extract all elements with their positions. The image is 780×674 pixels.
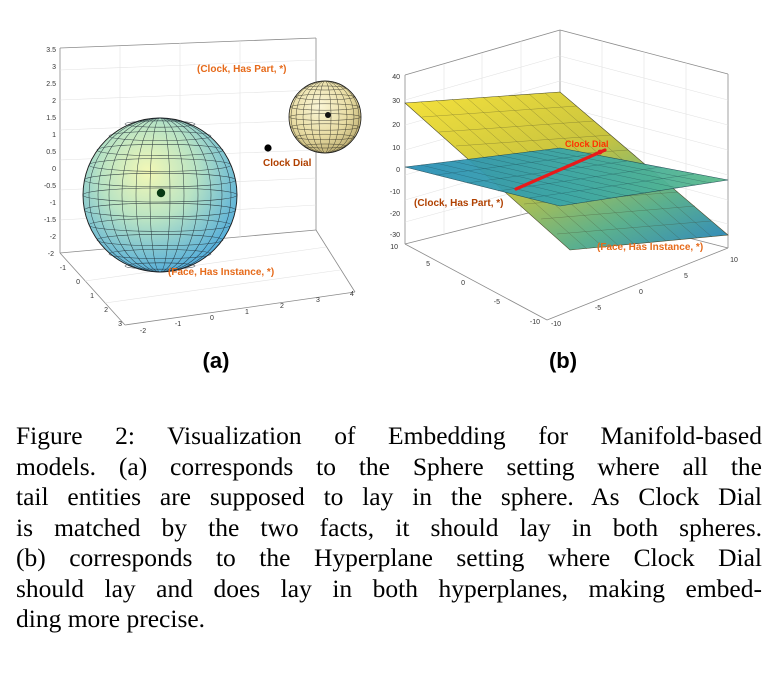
face-has-instance-sphere xyxy=(82,117,238,273)
tick-label: -30 xyxy=(390,232,400,239)
tick-label: -10 xyxy=(390,189,400,196)
tick-label: -2 xyxy=(50,234,56,241)
tick-label: 0.5 xyxy=(46,149,56,156)
tick-label: -5 xyxy=(595,305,601,312)
face-has-instance-label: (Face, Has Instance, *) xyxy=(168,267,274,278)
tick-label: 1 xyxy=(245,309,249,316)
caption-line: is matched by the two facts, it should l… xyxy=(16,512,762,542)
tick-label: 2 xyxy=(104,307,108,314)
panel-b-y-ticks: 10 5 0 -5 -10 xyxy=(390,244,540,326)
tick-label: 20 xyxy=(392,122,400,129)
tick-label: 10 xyxy=(730,257,738,264)
tick-label: 3 xyxy=(118,321,122,328)
caption-line: should lay and does lay in both hyperpla… xyxy=(16,573,762,603)
panel-b-x-ticks: -10 -5 0 5 10 xyxy=(551,257,738,328)
tick-label: -2 xyxy=(140,328,146,335)
face-sphere-center xyxy=(156,188,166,198)
tick-label: -5 xyxy=(494,299,500,306)
tick-label: -20 xyxy=(390,211,400,218)
tick-label: 4 xyxy=(350,291,354,298)
panel-b-z-ticks: 40 30 20 10 0 -10 -20 -30 xyxy=(390,74,400,239)
caption-line: (b) corresponds to the Hyperplane settin… xyxy=(16,543,762,572)
tick-label: 40 xyxy=(392,74,400,81)
tick-label: -1 xyxy=(50,200,56,207)
tick-label: 10 xyxy=(392,145,400,152)
tick-label: -1.5 xyxy=(44,217,56,224)
panel-a-y-ticks: -2 -1 0 1 2 3 xyxy=(48,251,122,328)
tick-label: 2 xyxy=(52,98,56,105)
tick-label: 30 xyxy=(392,98,400,105)
panel-b-label: (b) xyxy=(549,348,577,373)
figure-caption: Figure 2: Visualization of Embedding for… xyxy=(16,421,762,635)
caption-line: Figure 2: Visualization of Embedding for… xyxy=(16,421,762,450)
tick-label: 0 xyxy=(639,289,643,296)
clock-sphere-center xyxy=(325,112,331,118)
tick-label: -10 xyxy=(530,319,540,326)
tick-label: 1.5 xyxy=(46,115,56,122)
clock-dial-label-b: Clock Dial xyxy=(565,139,609,149)
tick-label: 3.5 xyxy=(46,47,56,54)
clock-has-part-sphere xyxy=(288,80,362,154)
tick-label: 3 xyxy=(52,64,56,71)
tick-label: 10 xyxy=(390,244,398,251)
face-has-instance-label-b: (Face, Has Instance, *) xyxy=(597,242,703,253)
tick-label: -2 xyxy=(48,251,54,258)
tick-label: 0 xyxy=(76,279,80,286)
tick-label: -0.5 xyxy=(44,183,56,190)
clock-has-part-label: (Clock, Has Part, *) xyxy=(197,64,286,75)
caption-line: ding more precise. xyxy=(16,604,206,633)
tick-label: 2.5 xyxy=(46,81,56,88)
tick-label: 0 xyxy=(52,166,56,173)
tick-label: 3 xyxy=(316,297,320,304)
tick-label: 0 xyxy=(396,167,400,174)
clock-has-part-label-b: (Clock, Has Part, *) xyxy=(414,198,503,209)
tick-label: 1 xyxy=(52,132,56,139)
panel-a-label: (a) xyxy=(203,348,230,373)
tick-label: 2 xyxy=(280,303,284,310)
panel-a-x-ticks: -2 -1 0 1 2 3 4 xyxy=(140,291,354,335)
caption-line: models. (a) corresponds to the Sphere se… xyxy=(16,451,762,481)
tick-label: 5 xyxy=(684,273,688,280)
panel-a: 3.5 3 2.5 2 1.5 1 0.5 0 -0.5 -1 -1.5 -2 … xyxy=(44,37,362,373)
tick-label: -1 xyxy=(175,321,181,328)
face-has-instance-hyperplane xyxy=(404,147,729,207)
tick-label: 0 xyxy=(461,280,465,287)
tick-label: 0 xyxy=(210,315,214,322)
tick-label: 5 xyxy=(426,261,430,268)
panel-a-z-ticks: 3.5 3 2.5 2 1.5 1 0.5 0 -0.5 -1 -1.5 -2 xyxy=(44,47,56,241)
clock-dial-label: Clock Dial xyxy=(263,158,312,169)
figure-2: 3.5 3 2.5 2 1.5 1 0.5 0 -0.5 -1 -1.5 -2 … xyxy=(44,29,738,373)
tick-label: 1 xyxy=(90,293,94,300)
intersection-line xyxy=(514,148,607,191)
tick-label: -10 xyxy=(551,321,561,328)
panel-b: 40 30 20 10 0 -10 -20 -30 10 5 0 -5 -10 … xyxy=(390,29,738,373)
caption-line: tail entities are supposed to lay in the… xyxy=(16,482,762,511)
clock-dial-point-b xyxy=(597,149,603,155)
tick-label: -1 xyxy=(60,265,66,272)
clock-dial-point xyxy=(264,144,272,152)
